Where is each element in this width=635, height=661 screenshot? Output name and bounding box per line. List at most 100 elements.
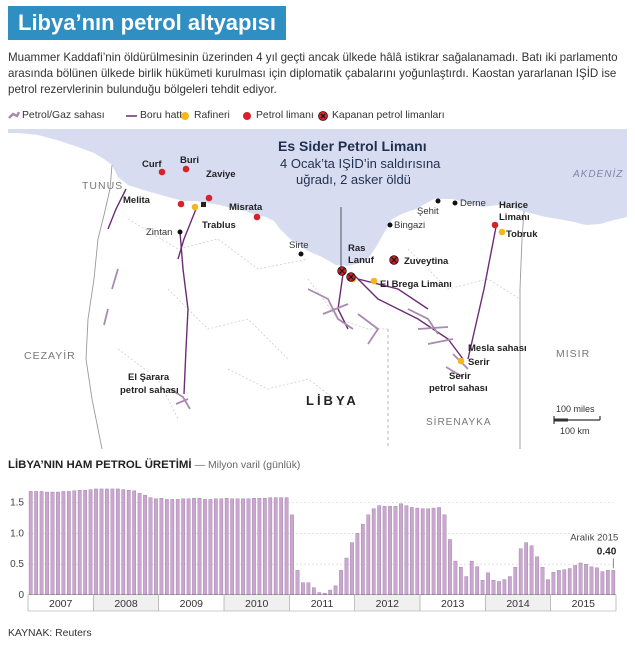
bar (377, 505, 382, 596)
year-band (93, 595, 159, 611)
bar (186, 498, 191, 596)
scale-km-label: 100 km (560, 426, 590, 436)
field-serir-full-label-1: Serir (449, 371, 471, 382)
bar (284, 497, 289, 596)
bar (252, 498, 256, 596)
bar (77, 490, 82, 596)
bar (491, 580, 496, 596)
bar (203, 499, 207, 596)
bar (132, 490, 137, 596)
bar (388, 506, 392, 596)
legend-port-label: Petrol limanı (256, 110, 314, 121)
pipeline-swatch-icon (126, 115, 137, 117)
brega-label: El Brega Limanı (380, 279, 452, 290)
chart-title: LİBYA’NIN HAM PETROL ÜRETİMİ — Milyon va… (8, 459, 300, 471)
port-zaviye-label: Zaviye (206, 169, 236, 180)
pipelines (107, 188, 497, 395)
refinery-brega-dot (370, 277, 378, 285)
bar (230, 498, 235, 596)
city-sirte-label: Sirte (289, 240, 309, 251)
bar (497, 581, 501, 596)
bar (137, 493, 142, 596)
year-band (354, 595, 420, 611)
year-label: 2015 (572, 598, 596, 610)
year-label: 2012 (376, 598, 400, 610)
bar (546, 579, 550, 596)
bar (573, 565, 578, 596)
bar (34, 491, 39, 596)
field-serir-full-label-2: petrol sahası (429, 383, 488, 394)
bar (458, 567, 463, 596)
bar (105, 488, 109, 596)
bar (404, 505, 409, 596)
bar (257, 498, 262, 596)
bar (88, 489, 93, 596)
bar (355, 533, 360, 596)
year-band (158, 595, 224, 611)
bar (535, 556, 539, 596)
year-band (289, 595, 355, 611)
bar (72, 490, 77, 596)
bar (295, 570, 300, 596)
algeria-label: CEZAYİR (24, 349, 76, 362)
field-sharara-label-1: El Şarara (128, 372, 170, 383)
bar (567, 568, 572, 596)
year-label: 2007 (49, 598, 73, 610)
bar (469, 560, 474, 596)
bar (442, 514, 447, 596)
bar (224, 498, 229, 596)
bar (311, 587, 316, 596)
chart-title-main: LİBYA’NIN HAM PETROL ÜRETİMİ (8, 459, 192, 471)
bar (290, 514, 294, 596)
port-misrata-label: Misrata (229, 202, 263, 213)
bar (600, 571, 605, 596)
refinery-trablus-dot (191, 203, 199, 211)
port-misrata-dot (253, 213, 261, 221)
bar (524, 542, 529, 596)
refinery-tobruk-label: Tobruk (506, 229, 538, 240)
page-title: Libya’nın petrol altyapısı (8, 6, 286, 40)
port-curf-dot (158, 168, 166, 176)
bar (159, 498, 164, 596)
bar (464, 576, 469, 596)
bar (99, 488, 104, 596)
year-label: 2008 (114, 598, 138, 610)
ras-lanuf-label-2: Lanuf (348, 255, 375, 266)
bar (246, 498, 251, 596)
country-label: LİBYA (306, 393, 359, 408)
bar (556, 570, 561, 596)
bar (426, 508, 431, 596)
bar (241, 498, 245, 596)
bar (61, 491, 66, 596)
city-bingazi-dot (387, 222, 393, 228)
bar (268, 497, 273, 596)
ras-lanuf-label-1: Ras (348, 243, 365, 254)
year-band (420, 595, 486, 611)
bar (110, 488, 115, 596)
refinery-dot-icon (181, 112, 189, 120)
refinery-trablus-label: Trablus (202, 220, 236, 231)
bar (595, 567, 599, 596)
map-legend: Petrol/Gaz sahası Boru hattı Rafineri Pe… (8, 109, 628, 125)
bar (235, 498, 240, 596)
port-melita-dot (177, 200, 185, 208)
bar (197, 498, 202, 596)
sea-area (8, 129, 627, 266)
bar (279, 497, 284, 596)
scale-bar: 100 miles 100 km (553, 404, 601, 436)
bar (148, 497, 153, 596)
bar (409, 507, 414, 596)
bar (420, 508, 425, 596)
bar (339, 570, 343, 596)
year-label: 2014 (506, 598, 530, 610)
bar (344, 557, 349, 596)
oil-fields (103, 268, 469, 410)
bar (605, 570, 610, 596)
year-band (28, 595, 94, 611)
port-harice-label-2: Limanı (499, 212, 530, 223)
bar (126, 490, 131, 596)
bar (306, 582, 311, 596)
bar (584, 564, 588, 596)
bar (94, 488, 98, 596)
bar (143, 494, 147, 596)
